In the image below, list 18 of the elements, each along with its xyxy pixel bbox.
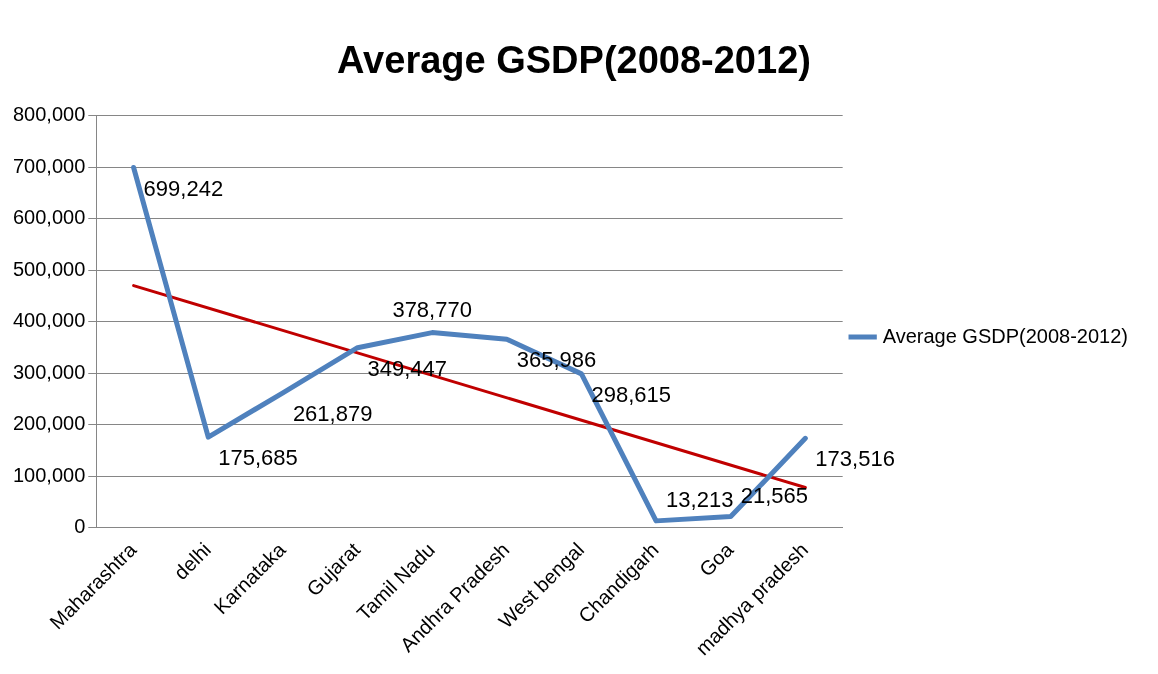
chart-title: Average GSDP(2008-2012) bbox=[337, 39, 811, 82]
y-tick-label: 800,000 bbox=[13, 103, 86, 126]
y-tick-label: 0 bbox=[74, 515, 86, 538]
data-label: 173,516 bbox=[815, 446, 895, 472]
y-tick-label: 500,000 bbox=[13, 257, 86, 280]
legend-label: Average GSDP(2008-2012) bbox=[882, 324, 1129, 347]
y-tick-label: 600,000 bbox=[13, 206, 86, 229]
data-label: 699,242 bbox=[143, 175, 224, 201]
y-tick-label: 100,000 bbox=[13, 463, 86, 486]
data-label: 13,213 bbox=[666, 486, 734, 512]
data-label: 261,879 bbox=[292, 400, 373, 426]
y-tick-label: 300,000 bbox=[13, 360, 86, 383]
x-tick-label: Goa bbox=[695, 537, 739, 581]
y-tick-label: 200,000 bbox=[13, 412, 86, 435]
data-label: 378,770 bbox=[392, 296, 472, 322]
y-tick-label: 400,000 bbox=[13, 309, 86, 332]
data-label: 175,685 bbox=[218, 445, 298, 471]
y-tick-label: 700,000 bbox=[13, 154, 86, 177]
